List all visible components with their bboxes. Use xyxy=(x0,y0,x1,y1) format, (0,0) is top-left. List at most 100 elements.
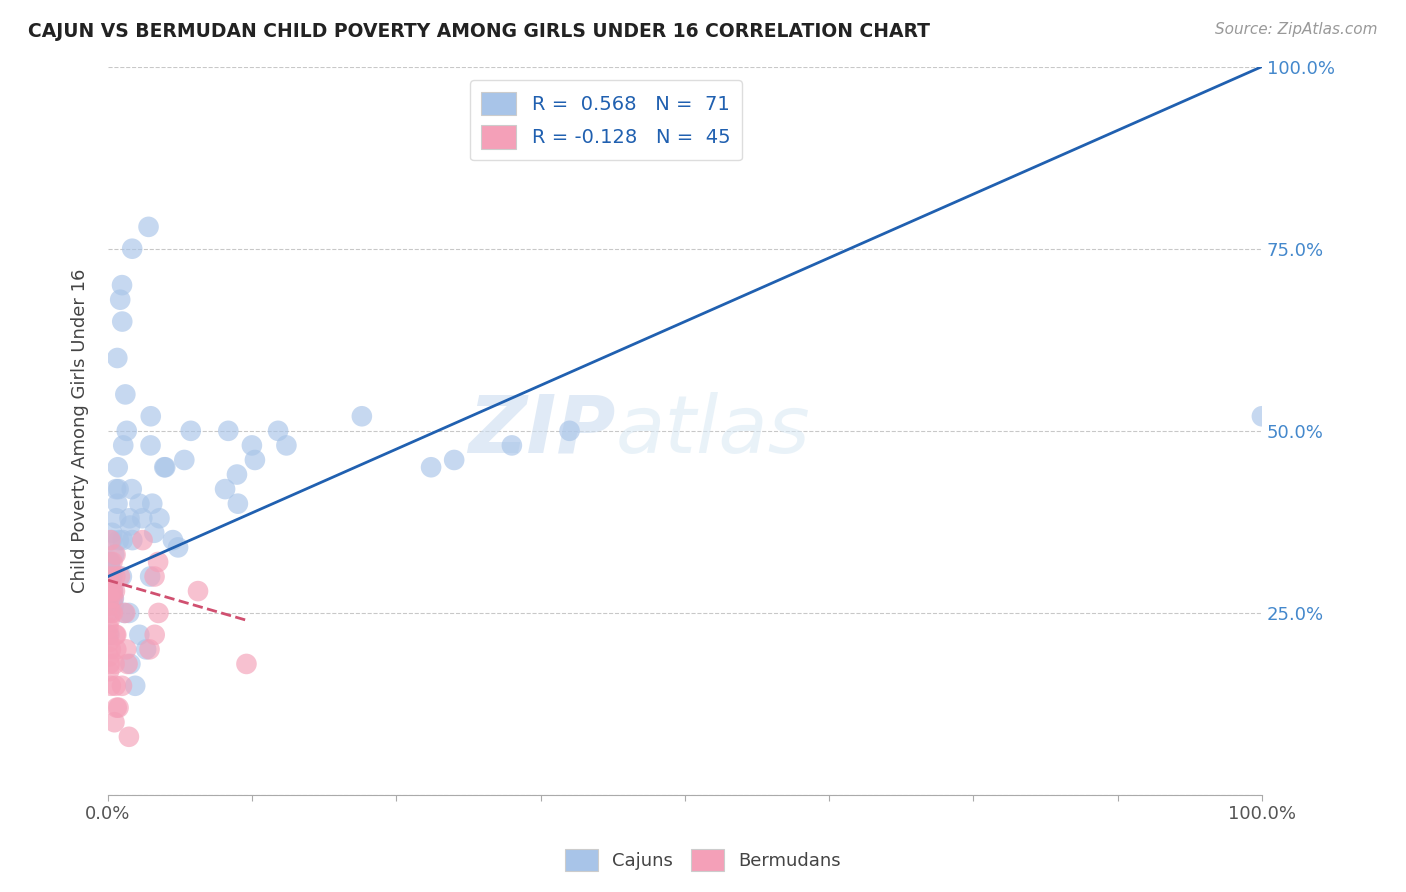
Point xyxy=(97,584,120,599)
Point xyxy=(128,628,150,642)
Point xyxy=(101,584,124,599)
Point xyxy=(108,569,131,583)
Point xyxy=(100,606,122,620)
Point xyxy=(118,511,141,525)
Point xyxy=(98,664,121,678)
Point xyxy=(108,533,131,547)
Point xyxy=(101,525,124,540)
Point xyxy=(420,460,443,475)
Point xyxy=(115,642,138,657)
Point xyxy=(162,533,184,547)
Point xyxy=(104,657,127,671)
Point xyxy=(124,679,146,693)
Point xyxy=(139,569,162,583)
Point xyxy=(105,511,128,525)
Point xyxy=(120,518,142,533)
Point xyxy=(558,424,581,438)
Point xyxy=(148,511,170,525)
Point xyxy=(114,606,136,620)
Point xyxy=(226,467,249,482)
Point xyxy=(139,409,162,424)
Point xyxy=(121,242,143,256)
Legend: R =  0.568   N =  71, R = -0.128   N =  45: R = 0.568 N = 71, R = -0.128 N = 45 xyxy=(470,80,742,161)
Point xyxy=(501,438,523,452)
Point xyxy=(108,293,131,307)
Point xyxy=(243,453,266,467)
Point xyxy=(214,482,236,496)
Point xyxy=(139,438,162,452)
Point xyxy=(100,584,122,599)
Text: atlas: atlas xyxy=(616,392,810,470)
Point xyxy=(131,511,153,525)
Point xyxy=(97,620,120,634)
Point xyxy=(105,700,128,714)
Point xyxy=(443,453,465,467)
Point xyxy=(111,569,134,583)
Point xyxy=(276,438,298,452)
Point xyxy=(98,591,121,606)
Point xyxy=(101,533,124,547)
Point xyxy=(117,657,139,671)
Point xyxy=(98,635,121,649)
Point xyxy=(100,576,122,591)
Y-axis label: Child Poverty Among Girls Under 16: Child Poverty Among Girls Under 16 xyxy=(72,268,89,593)
Point xyxy=(120,657,142,671)
Point xyxy=(101,584,124,599)
Point xyxy=(167,541,190,555)
Legend: Cajuns, Bermudans: Cajuns, Bermudans xyxy=(558,842,848,879)
Point xyxy=(98,657,121,671)
Point xyxy=(100,562,122,576)
Point xyxy=(114,387,136,401)
Point xyxy=(173,453,195,467)
Point xyxy=(103,599,125,613)
Point xyxy=(146,555,169,569)
Point xyxy=(135,642,157,657)
Point xyxy=(226,497,249,511)
Point xyxy=(98,649,121,664)
Point xyxy=(107,482,129,496)
Point xyxy=(138,642,160,657)
Text: Source: ZipAtlas.com: Source: ZipAtlas.com xyxy=(1215,22,1378,37)
Point xyxy=(112,606,135,620)
Point xyxy=(187,584,209,599)
Point xyxy=(101,591,124,606)
Point xyxy=(107,700,129,714)
Point xyxy=(240,438,263,452)
Point xyxy=(98,628,121,642)
Point xyxy=(103,548,125,562)
Point xyxy=(100,642,122,657)
Point xyxy=(97,628,120,642)
Point xyxy=(118,730,141,744)
Text: CAJUN VS BERMUDAN CHILD POVERTY AMONG GIRLS UNDER 16 CORRELATION CHART: CAJUN VS BERMUDAN CHILD POVERTY AMONG GI… xyxy=(28,22,931,41)
Text: ZIP: ZIP xyxy=(468,392,616,470)
Point xyxy=(105,642,128,657)
Point xyxy=(105,351,128,365)
Point xyxy=(111,679,134,693)
Point xyxy=(98,613,121,627)
Point xyxy=(101,606,124,620)
Point xyxy=(97,569,120,583)
Point xyxy=(267,424,290,438)
Point xyxy=(141,497,163,511)
Point xyxy=(143,628,166,642)
Point xyxy=(143,569,166,583)
Point xyxy=(111,278,134,293)
Point xyxy=(98,555,121,569)
Point xyxy=(103,715,125,730)
Point xyxy=(100,569,122,583)
Point xyxy=(153,460,176,475)
Point xyxy=(111,533,134,547)
Point xyxy=(217,424,239,438)
Point xyxy=(148,606,170,620)
Point xyxy=(107,497,129,511)
Point xyxy=(350,409,373,424)
Point xyxy=(1251,409,1274,424)
Point xyxy=(115,424,138,438)
Point xyxy=(100,576,122,591)
Point xyxy=(104,569,127,583)
Point xyxy=(104,548,127,562)
Point xyxy=(128,497,150,511)
Point xyxy=(101,555,124,569)
Point xyxy=(107,460,129,475)
Point xyxy=(105,628,128,642)
